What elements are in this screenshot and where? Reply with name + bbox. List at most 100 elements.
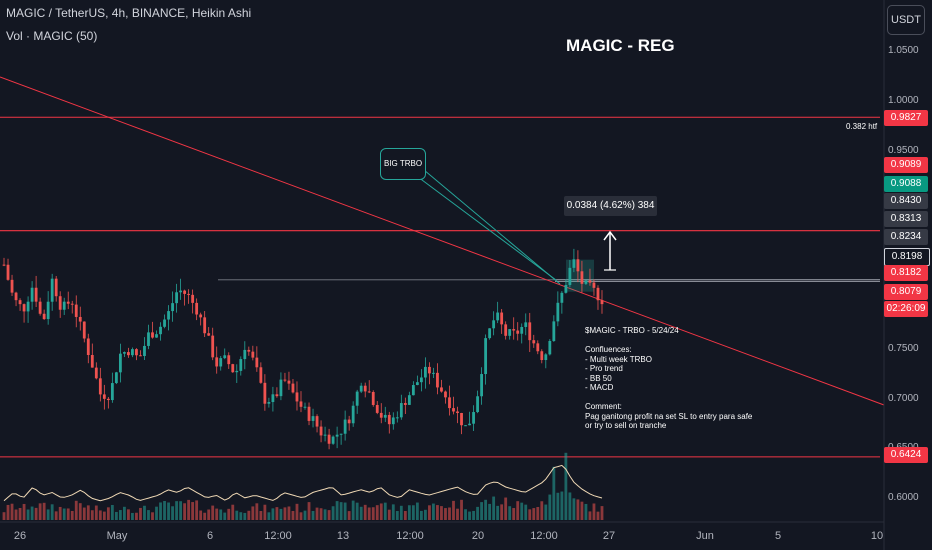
- candle: [255, 357, 259, 368]
- candle: [520, 326, 524, 334]
- candle: [235, 370, 239, 373]
- candle: [207, 333, 211, 336]
- candle: [90, 355, 94, 368]
- candle: [78, 316, 82, 322]
- candle: [50, 278, 54, 302]
- note-title: $MAGIC - TRBO - 5/24/24: [585, 326, 679, 335]
- volume-bar: [564, 452, 568, 520]
- time-tick: 12:00: [396, 530, 424, 542]
- volume-bar: [600, 506, 604, 520]
- volume-bar: [363, 504, 367, 520]
- candle: [279, 379, 283, 397]
- volume-bar: [584, 503, 588, 520]
- volume-bar: [110, 505, 114, 520]
- volume-bar: [283, 507, 287, 520]
- volume-bar: [303, 510, 307, 520]
- volume-bar: [359, 506, 363, 520]
- candle: [231, 364, 235, 373]
- candle: [415, 382, 419, 386]
- candle: [572, 259, 576, 268]
- big-trbo-callout[interactable]: BIG TRBO: [380, 148, 426, 180]
- candle: [335, 434, 339, 437]
- candle: [6, 264, 10, 280]
- candle: [500, 312, 504, 325]
- candle: [488, 328, 492, 339]
- candle: [247, 349, 251, 352]
- volume-bar: [215, 508, 219, 520]
- price-badge: 0.9089: [884, 157, 928, 173]
- volume-bar: [476, 506, 479, 520]
- volume-bar: [307, 502, 311, 520]
- candle: [131, 349, 134, 356]
- volume-bar: [440, 506, 443, 520]
- volume-bar: [351, 500, 355, 520]
- countdown-badge: 02:26:09: [884, 301, 928, 317]
- volume-bar: [375, 505, 379, 520]
- volume-bar: [187, 499, 191, 520]
- volume-bar: [62, 508, 66, 520]
- volume-bar: [379, 503, 383, 520]
- volume-bar: [516, 501, 520, 520]
- volume-indicator-label[interactable]: Vol · MAGIC (50): [6, 29, 98, 43]
- time-tick: 27: [602, 530, 616, 542]
- candle: [307, 406, 311, 421]
- time-tick: 5: [774, 530, 782, 542]
- candle: [440, 387, 443, 392]
- candle: [508, 329, 512, 336]
- volume-bar: [6, 504, 10, 520]
- volume-bar: [86, 505, 90, 520]
- candle: [552, 321, 556, 341]
- note-line: Pag ganitong profit na set SL to entry p…: [585, 411, 753, 421]
- candle: [472, 412, 475, 424]
- candle: [432, 372, 435, 374]
- volume-bar: [395, 511, 399, 520]
- up-arrow-head: [603, 230, 617, 241]
- volume-bar: [556, 492, 560, 520]
- candle: [540, 351, 544, 361]
- note-line: - Pro trend: [585, 364, 623, 373]
- volume-bar: [367, 507, 371, 520]
- candle: [46, 301, 50, 320]
- trade-note[interactable]: $MAGIC - TRBO - 5/24/24 Confluences: - M…: [585, 326, 885, 431]
- candle: [339, 433, 343, 435]
- candle: [143, 345, 146, 357]
- volume-bar: [211, 505, 215, 520]
- volume-bar: [492, 496, 496, 520]
- candle: [114, 372, 118, 384]
- volume-bar: [343, 502, 347, 520]
- price-tick: 0.7500: [888, 343, 919, 354]
- volume-bar: [227, 508, 231, 520]
- candle: [516, 330, 520, 334]
- volume-bar: [22, 503, 26, 520]
- volume-bar: [98, 510, 102, 520]
- time-tick: 12:00: [530, 530, 558, 542]
- candle: [452, 408, 455, 412]
- volume-bar: [508, 506, 512, 520]
- price-tick: 1.0000: [888, 95, 919, 106]
- volume-bar: [171, 506, 174, 520]
- volume-bar: [50, 504, 54, 520]
- volume-bar: [34, 507, 38, 520]
- candle: [203, 317, 207, 334]
- candle: [42, 313, 46, 320]
- time-tick: 26: [13, 530, 27, 542]
- volume-bar: [231, 504, 235, 520]
- candle: [548, 340, 552, 355]
- volume-bar: [323, 509, 327, 520]
- candle: [283, 379, 287, 381]
- volume-bar: [484, 499, 488, 520]
- volume-bar: [295, 503, 299, 520]
- volume-bar: [127, 509, 130, 520]
- volume-bar: [223, 512, 227, 520]
- note-line: [585, 336, 885, 346]
- candle: [399, 403, 403, 418]
- candle: [419, 377, 423, 383]
- volume-bar: [118, 510, 122, 520]
- volume-bar: [436, 505, 439, 520]
- volume-bar: [460, 499, 463, 520]
- note-line: or try to sell on tranche: [585, 421, 667, 430]
- candle: [66, 301, 70, 304]
- volume-bar: [251, 506, 255, 520]
- currency-button[interactable]: USDT: [887, 5, 925, 35]
